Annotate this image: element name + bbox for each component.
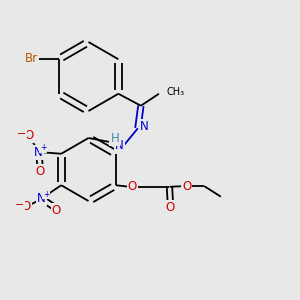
- Text: O: O: [22, 200, 31, 213]
- Text: N: N: [140, 120, 149, 133]
- Text: N: N: [115, 139, 124, 152]
- Text: O: O: [166, 201, 175, 214]
- Text: H: H: [110, 132, 119, 145]
- Text: −: −: [17, 129, 27, 139]
- Text: Br: Br: [25, 52, 38, 65]
- Text: O: O: [182, 180, 191, 193]
- Text: O: O: [52, 204, 61, 217]
- Text: +: +: [43, 190, 50, 199]
- Text: −: −: [15, 200, 24, 210]
- Text: +: +: [40, 143, 46, 152]
- Text: N: N: [37, 192, 46, 205]
- Text: O: O: [24, 129, 33, 142]
- Text: O: O: [128, 180, 137, 193]
- Text: O: O: [36, 165, 45, 178]
- Text: CH₃: CH₃: [167, 87, 184, 97]
- Text: N: N: [34, 146, 43, 159]
